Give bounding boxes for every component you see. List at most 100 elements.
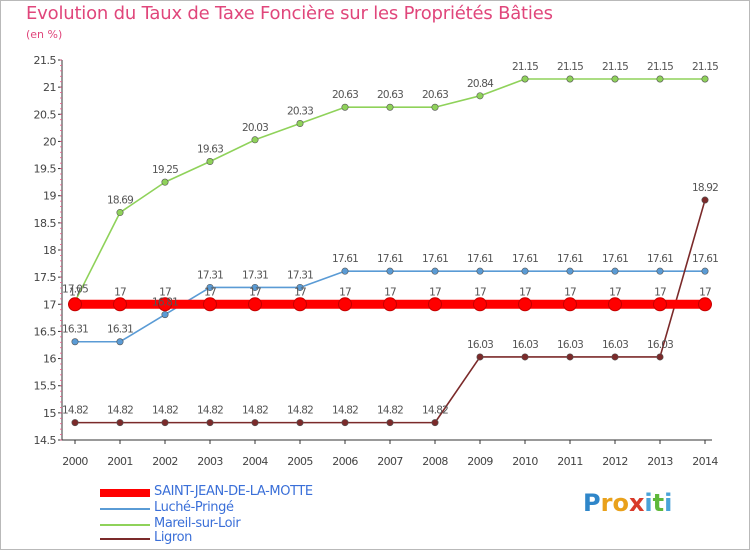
data-point — [203, 297, 217, 312]
data-label: 18.69 — [107, 195, 133, 207]
logo-letter: x — [628, 489, 645, 517]
data-point — [71, 338, 79, 346]
y-tick-label: 19 — [43, 190, 56, 203]
proxiti-logo: Proxiti — [583, 489, 672, 517]
data-point — [611, 75, 619, 83]
data-point — [656, 267, 664, 275]
data-label: 17.61 — [377, 253, 403, 265]
data-label: 20.63 — [377, 89, 403, 101]
x-tick-label: 2005 — [287, 455, 313, 468]
y-tick-label: 19.5 — [34, 163, 57, 176]
data-label: 19.25 — [152, 164, 178, 176]
data-point — [158, 297, 172, 312]
data-label: 19.63 — [197, 144, 223, 156]
y-tick-label: 20.5 — [34, 108, 57, 121]
data-point — [386, 267, 394, 275]
data-point — [386, 103, 394, 111]
data-point — [656, 353, 664, 361]
data-label: 21.15 — [647, 61, 673, 73]
legend-swatch — [100, 508, 150, 510]
logo-letter: P — [583, 489, 601, 517]
data-label: 17.31 — [197, 269, 223, 281]
data-point — [161, 178, 169, 186]
legend-label: Mareil-sur-Loir — [154, 516, 241, 531]
data-label: 17.61 — [557, 253, 583, 265]
data-point — [296, 419, 304, 427]
data-point — [518, 297, 532, 312]
data-label: 17 — [519, 286, 531, 298]
x-tick-label: 2006 — [332, 455, 358, 468]
data-label: 17 — [384, 286, 396, 298]
data-label: 17 — [159, 286, 171, 298]
data-point — [566, 267, 574, 275]
data-point — [701, 75, 709, 83]
data-point — [473, 297, 487, 312]
y-tick-label: 21 — [43, 81, 56, 94]
data-point — [71, 419, 79, 427]
data-label: 20.63 — [332, 89, 358, 101]
data-point — [521, 267, 529, 275]
data-label: 17.61 — [467, 253, 493, 265]
y-axis-unit-label: (en %) — [26, 28, 63, 41]
data-point — [251, 136, 259, 144]
data-label: 17 — [114, 286, 126, 298]
data-point — [611, 267, 619, 275]
data-label: 17.61 — [647, 253, 673, 265]
data-label: 17.61 — [692, 253, 718, 265]
y-tick-label: 18.5 — [34, 217, 57, 230]
data-point — [206, 158, 214, 166]
data-point — [116, 338, 124, 346]
data-label: 21.15 — [602, 61, 628, 73]
data-label: 17 — [429, 286, 441, 298]
data-label: 17.31 — [242, 269, 268, 281]
data-point — [476, 267, 484, 275]
data-label: 20.84 — [467, 78, 494, 90]
data-point — [383, 297, 397, 312]
y-tick-label: 14.5 — [34, 434, 57, 447]
x-tick-label: 2000 — [62, 455, 88, 468]
data-point — [521, 353, 529, 361]
chart-title: Evolution du Taux de Taxe Foncière sur l… — [26, 3, 553, 24]
data-label: 16.03 — [647, 339, 673, 351]
data-label: 20.03 — [242, 122, 268, 134]
logo-letter: i — [644, 489, 653, 517]
data-label: 17 — [654, 286, 666, 298]
data-point — [701, 267, 709, 275]
data-label: 14.82 — [287, 405, 313, 417]
data-point — [476, 92, 484, 100]
data-label: 14.82 — [152, 405, 178, 417]
data-label: 14.82 — [197, 405, 223, 417]
x-tick-label: 2008 — [422, 455, 448, 468]
x-tick-label: 2001 — [107, 455, 133, 468]
data-label: 20.63 — [422, 89, 448, 101]
data-point — [566, 75, 574, 83]
data-label: 17.05 — [62, 284, 88, 296]
data-label: 16.03 — [512, 339, 538, 351]
logo-letter: r — [600, 489, 613, 517]
data-point — [293, 297, 307, 312]
data-point — [296, 120, 304, 128]
data-label: 17 — [339, 286, 351, 298]
x-tick-label: 2011 — [557, 455, 583, 468]
legend-swatch — [100, 538, 150, 540]
data-point — [116, 209, 124, 217]
data-label: 14.82 — [422, 405, 448, 417]
data-label: 14.82 — [242, 405, 268, 417]
data-point — [653, 297, 667, 312]
data-point — [428, 297, 442, 312]
data-label: 17 — [564, 286, 576, 298]
data-point — [338, 297, 352, 312]
x-tick-label: 2010 — [512, 455, 538, 468]
data-point — [698, 297, 712, 312]
logo-letter: t — [652, 489, 665, 517]
data-label: 16.03 — [602, 339, 628, 351]
x-tick-label: 2009 — [467, 455, 493, 468]
data-point — [701, 196, 709, 204]
data-label: 16.31 — [62, 324, 88, 336]
data-point — [206, 283, 214, 291]
data-label: 14.82 — [377, 405, 403, 417]
data-point — [431, 267, 439, 275]
data-point — [656, 75, 664, 83]
data-label: 21.15 — [512, 61, 538, 73]
